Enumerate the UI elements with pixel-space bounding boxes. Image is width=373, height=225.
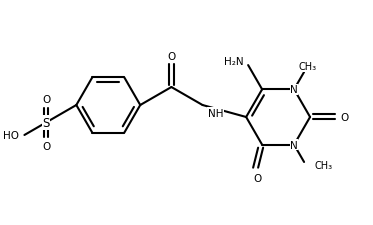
Text: O: O [42, 142, 50, 152]
Text: O: O [340, 112, 348, 122]
Text: H₂N: H₂N [223, 57, 243, 67]
Text: O: O [167, 52, 176, 62]
Text: N: N [290, 85, 298, 95]
Text: O: O [42, 94, 50, 104]
Text: O: O [253, 173, 261, 183]
Text: CH₃: CH₃ [314, 160, 332, 170]
Text: CH₃: CH₃ [298, 62, 316, 72]
Text: S: S [43, 117, 50, 129]
Text: NH: NH [207, 108, 223, 119]
Text: HO: HO [3, 130, 19, 140]
Text: N: N [290, 140, 298, 150]
